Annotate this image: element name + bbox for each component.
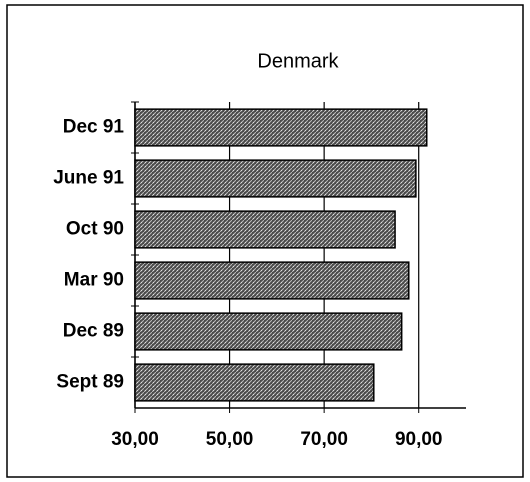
bar: [134, 363, 375, 402]
x-tick-label: 30,00: [111, 429, 159, 450]
frame: [6, 4, 524, 478]
x-tick-label: 90,00: [395, 429, 443, 450]
y-tick-label: Dec 91: [63, 117, 125, 138]
y-tick-label: June 91: [53, 168, 124, 189]
y-tick-label: Sept 89: [56, 372, 124, 393]
y-tick-label: Oct 90: [66, 219, 124, 240]
x-tick-label: 70,00: [300, 429, 348, 450]
bar: [134, 159, 417, 198]
bar: [134, 108, 428, 147]
y-tick-label: Dec 89: [63, 321, 124, 342]
bar: [134, 261, 410, 300]
bar: [134, 312, 403, 351]
chart-title: Denmark: [257, 50, 339, 72]
bar: [134, 210, 396, 249]
x-tick-label: 50,00: [206, 429, 254, 450]
y-tick-label: Mar 90: [64, 270, 124, 291]
